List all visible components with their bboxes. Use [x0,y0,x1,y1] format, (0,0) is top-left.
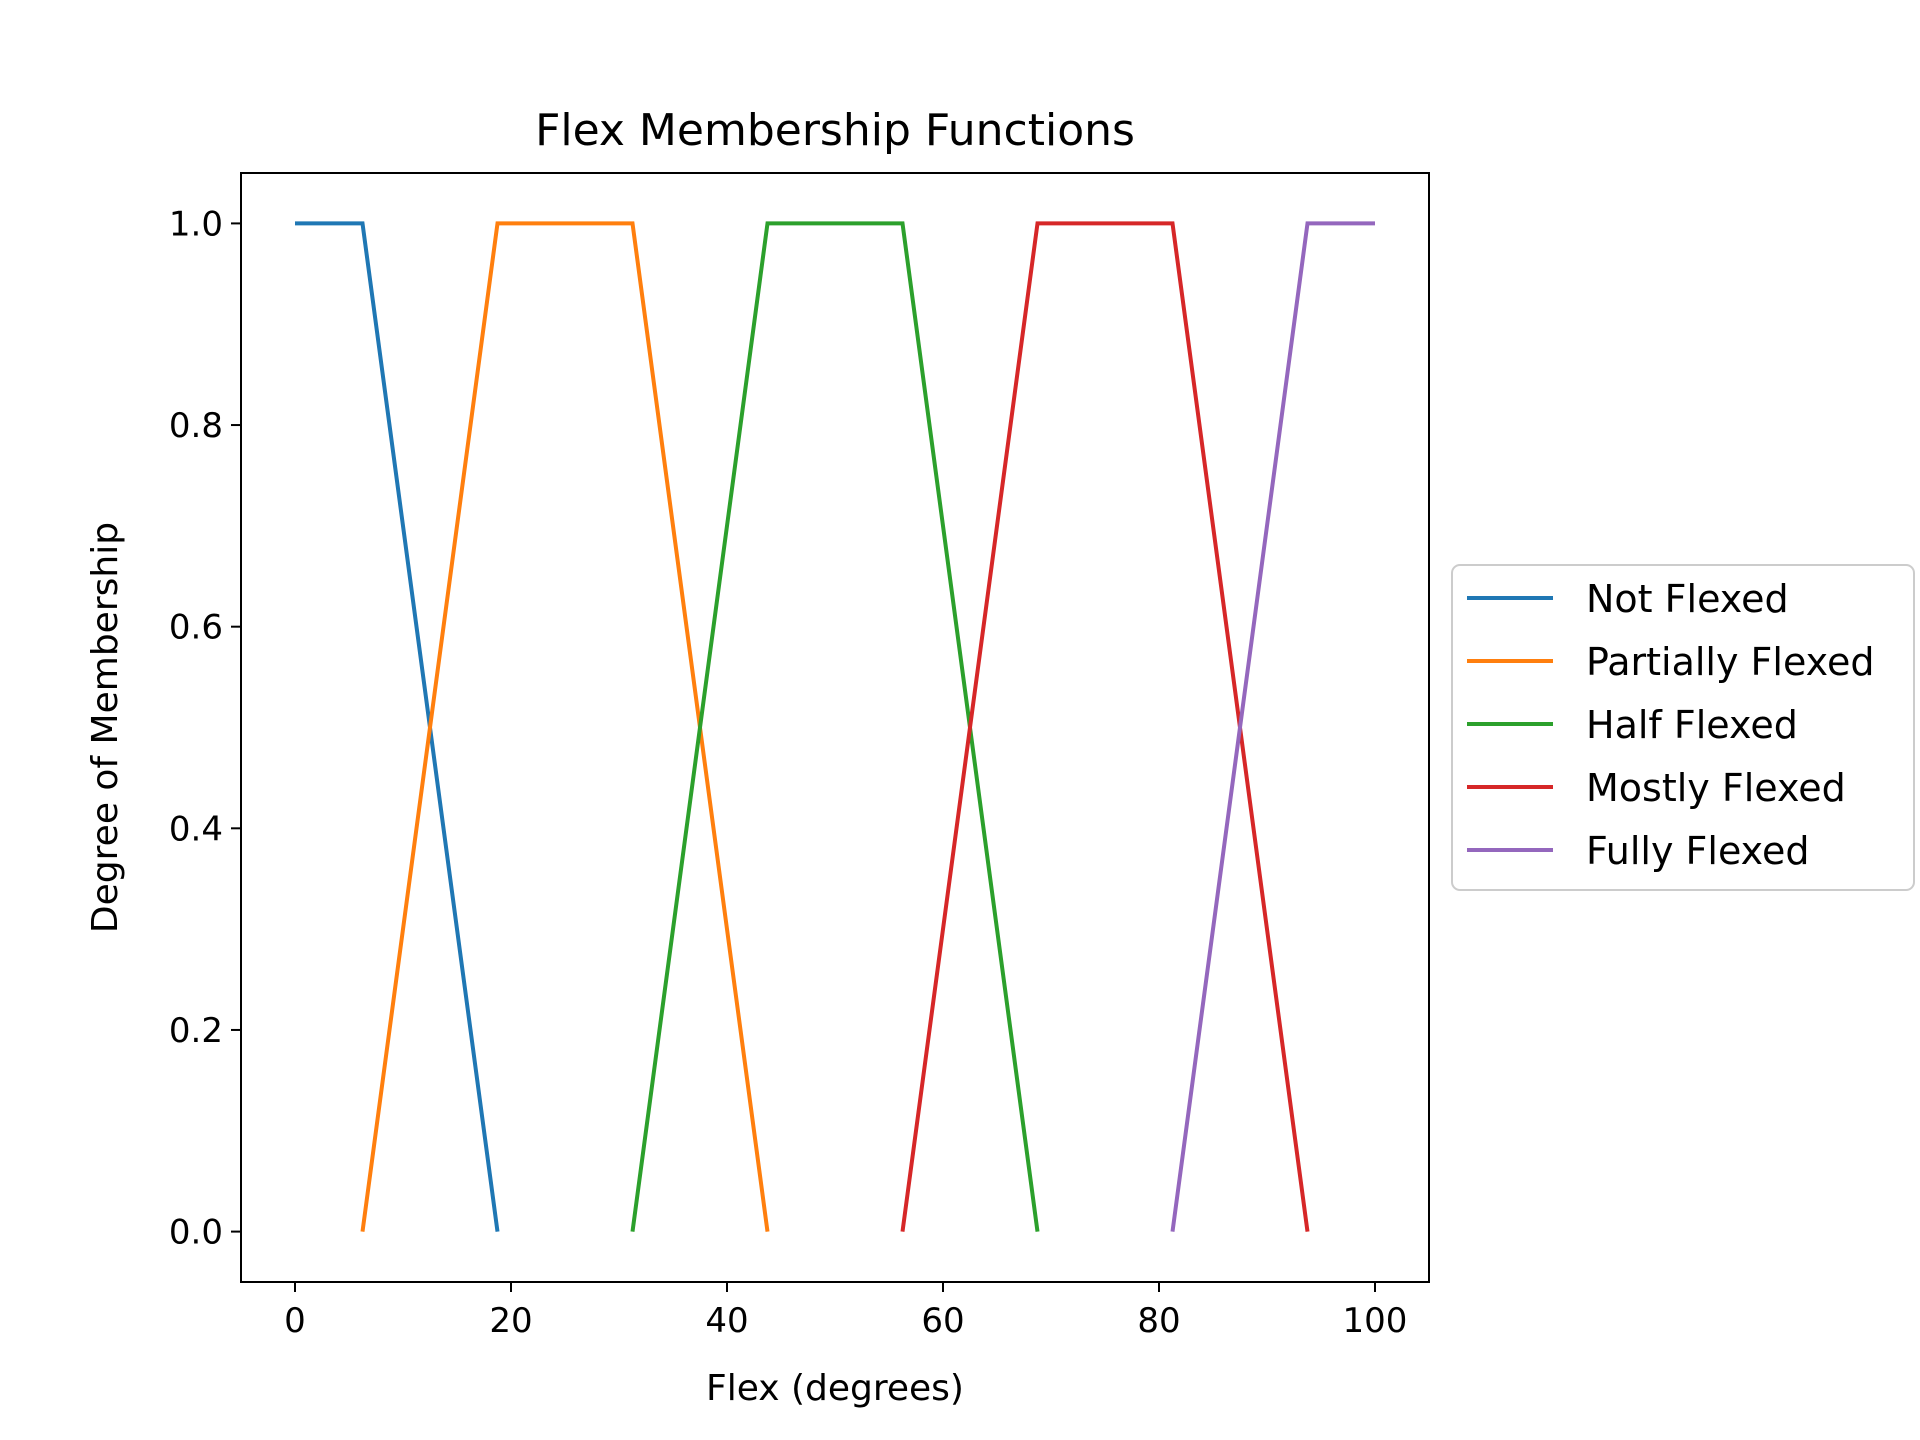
legend: Not Flexed Partially Flexed Half Flexed Mos… [1451,564,1915,891]
x-tick-label: 20 [489,1301,532,1341]
legend-label: Fully Flexed [1586,829,1810,873]
chart-title: Flex Membership Functions [535,105,1135,156]
y-tick-label: 0.2 [169,1011,223,1051]
x-tick-label: 100 [1343,1301,1408,1341]
x-axis: 0 20 40 60 80 100 [284,1282,1407,1341]
legend-label: Not Flexed [1586,577,1789,621]
y-tick-label: 0.6 [169,608,223,648]
x-tick-label: 60 [921,1301,964,1341]
x-tick-label: 40 [705,1301,748,1341]
legend-box [1451,564,1915,891]
y-tick-label: 0.0 [169,1213,223,1253]
plot-lines [295,221,1375,1232]
y-axis: 0.0 0.2 0.4 0.6 0.8 1.0 [169,204,241,1253]
y-axis-label: Degree of Membership [85,522,126,933]
y-tick-label: 1.0 [169,204,223,244]
x-tick-label: 80 [1137,1301,1180,1341]
legend-label: Partially Flexed [1586,640,1875,684]
x-tick-label: 0 [284,1301,306,1341]
y-tick-label: 0.8 [169,406,223,446]
legend-label: Mostly Flexed [1586,766,1846,810]
series-line-5 [1170,221,1375,1232]
series-line-1 [295,221,500,1232]
y-tick-label: 0.4 [169,809,223,849]
plot-frame [240,172,1430,1283]
legend-label: Half Flexed [1586,703,1798,747]
x-axis-label: Flex (degrees) [706,1368,964,1409]
